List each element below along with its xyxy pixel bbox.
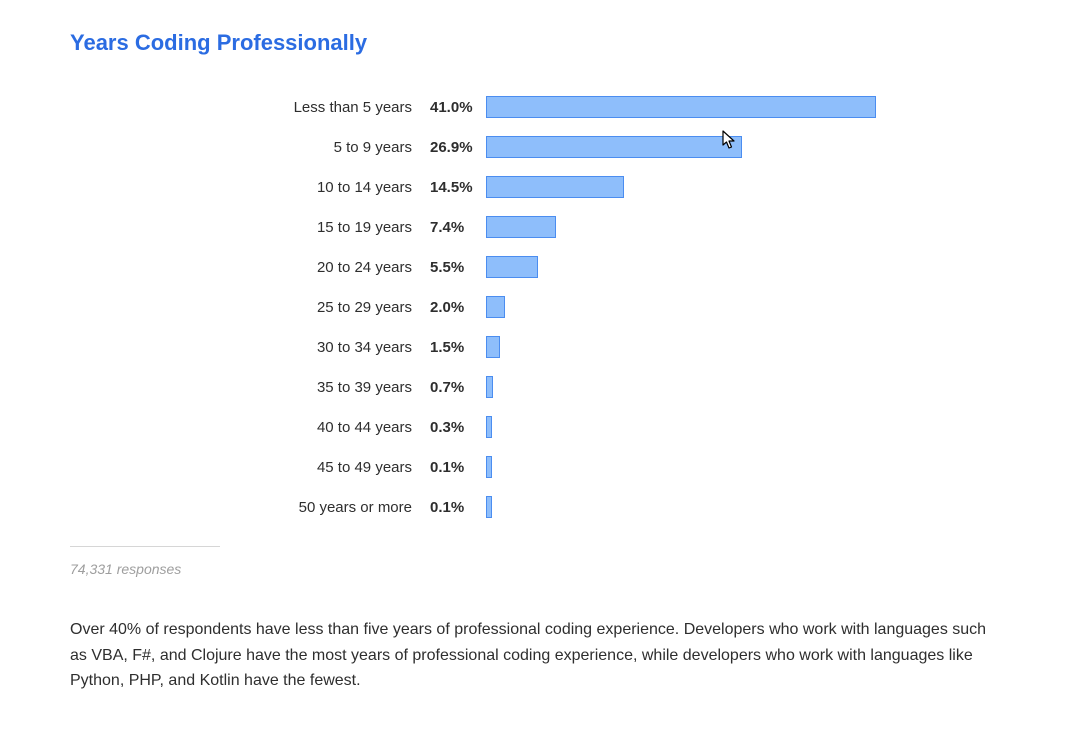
row-value: 0.1% <box>430 499 486 516</box>
chart-row: 20 to 24 years5.5% <box>70 256 1006 278</box>
chart-row: 50 years or more0.1% <box>70 496 1006 518</box>
divider <box>70 546 220 547</box>
row-bar[interactable] <box>486 416 492 438</box>
row-bar-track <box>486 456 876 478</box>
row-bar[interactable] <box>486 256 538 278</box>
row-label: 35 to 39 years <box>70 379 430 396</box>
row-value: 2.0% <box>430 299 486 316</box>
row-bar[interactable] <box>486 336 500 358</box>
chart-row: 15 to 19 years7.4% <box>70 216 1006 238</box>
row-bar[interactable] <box>486 496 492 518</box>
row-label: 15 to 19 years <box>70 219 430 236</box>
chart-title: Years Coding Professionally <box>70 30 1006 56</box>
row-value: 1.5% <box>430 339 486 356</box>
row-value: 5.5% <box>430 259 486 276</box>
row-bar-track <box>486 376 876 398</box>
row-label: 50 years or more <box>70 499 430 516</box>
row-bar[interactable] <box>486 296 505 318</box>
row-label: 10 to 14 years <box>70 179 430 196</box>
chart-row: 30 to 34 years1.5% <box>70 336 1006 358</box>
row-label: 25 to 29 years <box>70 299 430 316</box>
chart-row: Less than 5 years41.0% <box>70 96 1006 118</box>
row-value: 26.9% <box>430 139 486 156</box>
chart-row: 10 to 14 years14.5% <box>70 176 1006 198</box>
row-value: 0.7% <box>430 379 486 396</box>
row-label: 45 to 49 years <box>70 459 430 476</box>
row-value: 41.0% <box>430 99 486 116</box>
chart-row: 25 to 29 years2.0% <box>70 296 1006 318</box>
chart-row: 35 to 39 years0.7% <box>70 376 1006 398</box>
row-value: 7.4% <box>430 219 486 236</box>
chart-container: Years Coding Professionally Less than 5 … <box>0 0 1076 734</box>
row-bar-track <box>486 96 876 118</box>
chart-description: Over 40% of respondents have less than f… <box>70 617 1000 694</box>
row-bar[interactable] <box>486 376 493 398</box>
row-bar-track <box>486 256 876 278</box>
row-label: 5 to 9 years <box>70 139 430 156</box>
row-value: 0.1% <box>430 459 486 476</box>
row-bar-track <box>486 336 876 358</box>
chart-rows: Less than 5 years41.0% 5 to 9 years26.9% 1… <box>70 96 1006 518</box>
row-bar-track <box>486 216 876 238</box>
row-bar[interactable] <box>486 216 556 238</box>
row-value: 14.5% <box>430 179 486 196</box>
row-bar-track <box>486 176 876 198</box>
chart-row: 40 to 44 years0.3% <box>70 416 1006 438</box>
row-bar-track <box>486 416 876 438</box>
row-bar[interactable] <box>486 96 876 118</box>
row-bar[interactable] <box>486 136 742 158</box>
responses-note: 74,331 responses <box>70 561 1006 577</box>
chart-row: 45 to 49 years0.1% <box>70 456 1006 478</box>
row-bar-track <box>486 296 876 318</box>
row-label: 30 to 34 years <box>70 339 430 356</box>
row-value: 0.3% <box>430 419 486 436</box>
row-bar-track <box>486 136 876 158</box>
row-label: 40 to 44 years <box>70 419 430 436</box>
chart-row: 5 to 9 years26.9% <box>70 136 1006 158</box>
row-bar[interactable] <box>486 456 492 478</box>
row-bar-track <box>486 496 876 518</box>
row-label: Less than 5 years <box>70 99 430 116</box>
row-bar[interactable] <box>486 176 624 198</box>
row-label: 20 to 24 years <box>70 259 430 276</box>
